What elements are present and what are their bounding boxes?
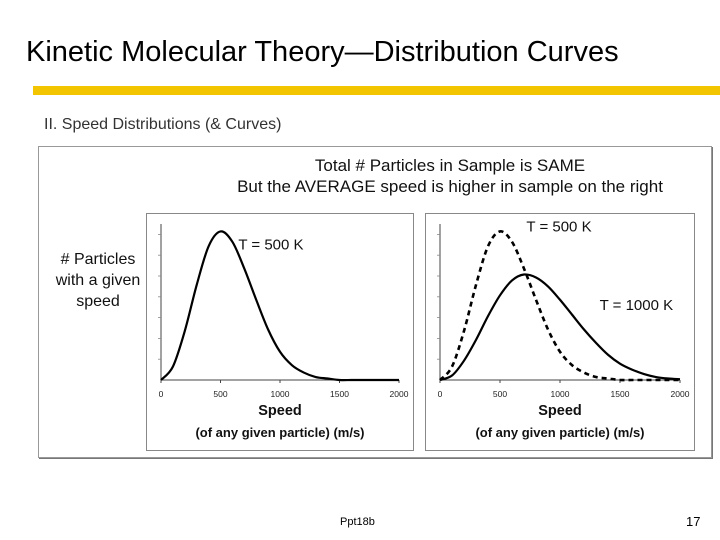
chart-panel-left: 0 500 1000 1500 2000 Speed (of any given parti… bbox=[146, 213, 414, 451]
section-heading: II. Speed Distributions (& Curves) bbox=[44, 116, 282, 133]
y-axis-caption: # Particles with a given speed bbox=[43, 249, 153, 312]
figure-caption: Total # Particles in Sample is SAME But … bbox=[39, 155, 711, 197]
x-axis-sublabel: (of any given particle) (m/s) bbox=[195, 425, 364, 440]
x-tick-label: 500 bbox=[493, 389, 507, 399]
x-tick-label: 1500 bbox=[611, 389, 630, 399]
x-tick-label: 2000 bbox=[390, 389, 409, 399]
chart-right-svg: 0 500 1000 1500 2000 Speed (of any given parti… bbox=[437, 218, 690, 440]
curve-annotation: T = 1000 K bbox=[600, 297, 674, 314]
x-tick-label: 500 bbox=[213, 389, 227, 399]
series-line-t-500-k-solid bbox=[160, 230, 399, 382]
x-tick-label: 2000 bbox=[671, 389, 690, 399]
page-number: 17 bbox=[686, 514, 701, 529]
x-axis-label: Speed bbox=[538, 403, 582, 419]
x-axis-label: Speed bbox=[258, 403, 302, 419]
chart-panel-right: 0 500 1000 1500 2000 Speed (of any given parti… bbox=[425, 213, 695, 451]
series-line-t-500-k-dashed bbox=[439, 230, 680, 382]
slide-title: Kinetic Molecular Theory—Distribution Cu… bbox=[26, 36, 619, 68]
title-underline-bar bbox=[33, 86, 720, 95]
x-tick-label: 1500 bbox=[330, 389, 349, 399]
x-axis-sublabel: (of any given particle) (m/s) bbox=[475, 425, 644, 440]
chart-left-svg: 0 500 1000 1500 2000 Speed (of any given parti… bbox=[158, 224, 409, 440]
x-tick-label: 0 bbox=[159, 389, 164, 399]
curve-annotation: T = 500 K bbox=[238, 236, 303, 253]
curve-annotation: T = 500 K bbox=[526, 218, 591, 235]
x-tick-label: 1000 bbox=[271, 389, 290, 399]
x-tick-label: 0 bbox=[438, 389, 443, 399]
y-caption-line-3: speed bbox=[76, 293, 120, 310]
distribution-figure: Total # Particles in Sample is SAME But … bbox=[38, 146, 712, 458]
caption-line-1: Total # Particles in Sample is SAME bbox=[314, 156, 586, 175]
x-tick-label: 1000 bbox=[551, 389, 570, 399]
caption-line-2: But the AVERAGE speed is higher in sampl… bbox=[237, 177, 663, 196]
series-line-t-1000-k-solid bbox=[439, 273, 681, 382]
y-caption-line-1: # Particles bbox=[60, 251, 136, 268]
footer-label: Ppt18b bbox=[340, 516, 375, 528]
y-caption-line-2: with a given bbox=[55, 272, 141, 289]
